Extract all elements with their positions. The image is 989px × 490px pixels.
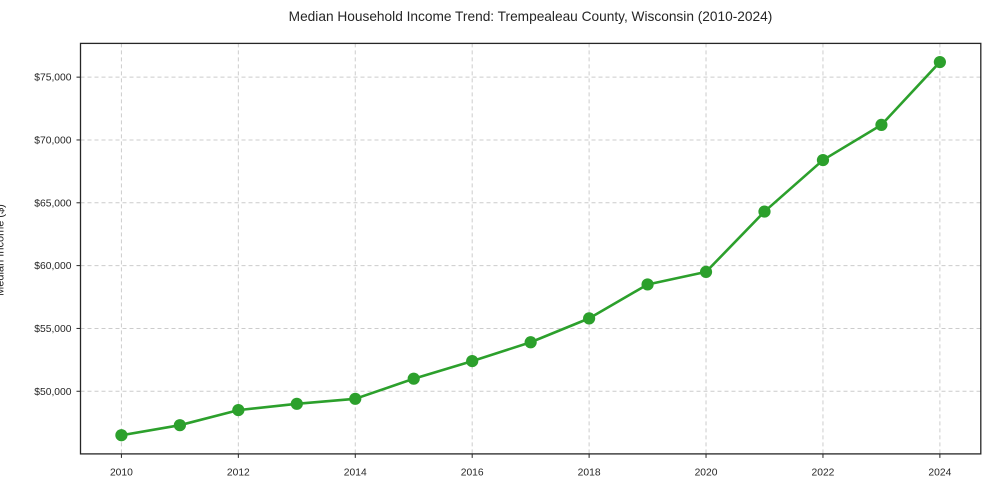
- svg-text:2012: 2012: [227, 467, 250, 478]
- svg-text:2014: 2014: [344, 467, 367, 478]
- svg-text:2016: 2016: [461, 467, 484, 478]
- svg-text:2020: 2020: [695, 467, 718, 478]
- svg-text:$60,000: $60,000: [34, 261, 71, 272]
- svg-text:2024: 2024: [928, 467, 951, 478]
- svg-text:$75,000: $75,000: [34, 73, 71, 84]
- svg-text:$55,000: $55,000: [34, 324, 71, 335]
- svg-text:2010: 2010: [110, 467, 133, 478]
- svg-text:$65,000: $65,000: [34, 198, 71, 209]
- svg-text:2018: 2018: [578, 467, 601, 478]
- svg-text:2022: 2022: [811, 467, 834, 478]
- svg-text:$70,000: $70,000: [34, 135, 71, 146]
- svg-text:$50,000: $50,000: [34, 387, 71, 398]
